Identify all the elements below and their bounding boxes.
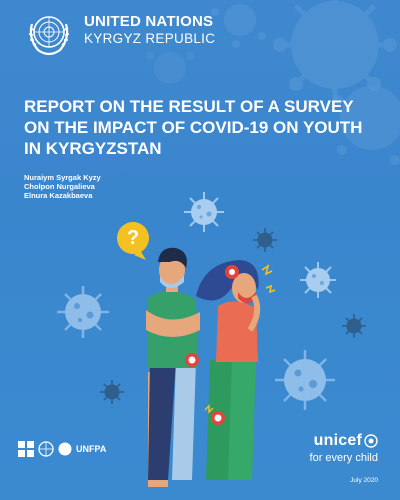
virus-icon bbox=[342, 314, 366, 338]
virus-icon bbox=[100, 380, 124, 404]
virus-icon bbox=[275, 350, 335, 410]
young-man-figure bbox=[146, 247, 200, 487]
author-name: Cholpon Nurgalieva bbox=[24, 182, 95, 191]
partner-logos: UNFPA bbox=[18, 434, 138, 464]
unfpa-logo-icon bbox=[58, 442, 72, 456]
unicef-tagline: for every child bbox=[309, 452, 378, 464]
virus-icon bbox=[333, 86, 400, 165]
organization-subtitle: KYRGYZ REPUBLIC bbox=[84, 31, 216, 46]
un-emblem-icon bbox=[28, 16, 70, 56]
author-name: Nuraiym Syrgak Kyzy bbox=[24, 173, 101, 182]
virus-icon bbox=[57, 286, 109, 338]
unicef-wordmark: unicef bbox=[313, 432, 362, 449]
publication-date: July 2020 bbox=[350, 477, 378, 484]
virus-icon bbox=[300, 262, 336, 298]
virus-icon bbox=[253, 228, 277, 252]
organization-name: UNITED NATIONS bbox=[84, 13, 214, 30]
alert-icon bbox=[204, 264, 276, 414]
report-title: REPORT ON THE RESULT OF A SURVEY ON THE … bbox=[24, 97, 363, 158]
author-list: Nuraiym Syrgak Kyzy Cholpon Nurgalieva E… bbox=[24, 173, 101, 200]
virus-icon bbox=[146, 52, 194, 84]
unicef-logo: unicef for every child bbox=[310, 432, 378, 464]
author-name: Elnura Kazakbaeva bbox=[24, 191, 93, 200]
unfpa-label: UNFPA bbox=[76, 444, 107, 454]
unicef-emblem-icon bbox=[364, 434, 378, 448]
young-woman-figure bbox=[196, 260, 261, 480]
virus-icon bbox=[273, 0, 397, 100]
question-mark: ? bbox=[126, 227, 140, 249]
virus-icon bbox=[211, 4, 266, 48]
question-bubble-icon bbox=[117, 222, 149, 260]
undp-logo-icon bbox=[18, 441, 34, 457]
virus-icon bbox=[184, 192, 224, 232]
un-emblem-icon bbox=[38, 441, 54, 457]
